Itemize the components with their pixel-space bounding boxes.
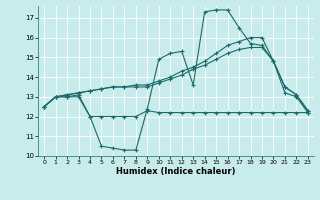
X-axis label: Humidex (Indice chaleur): Humidex (Indice chaleur) bbox=[116, 167, 236, 176]
